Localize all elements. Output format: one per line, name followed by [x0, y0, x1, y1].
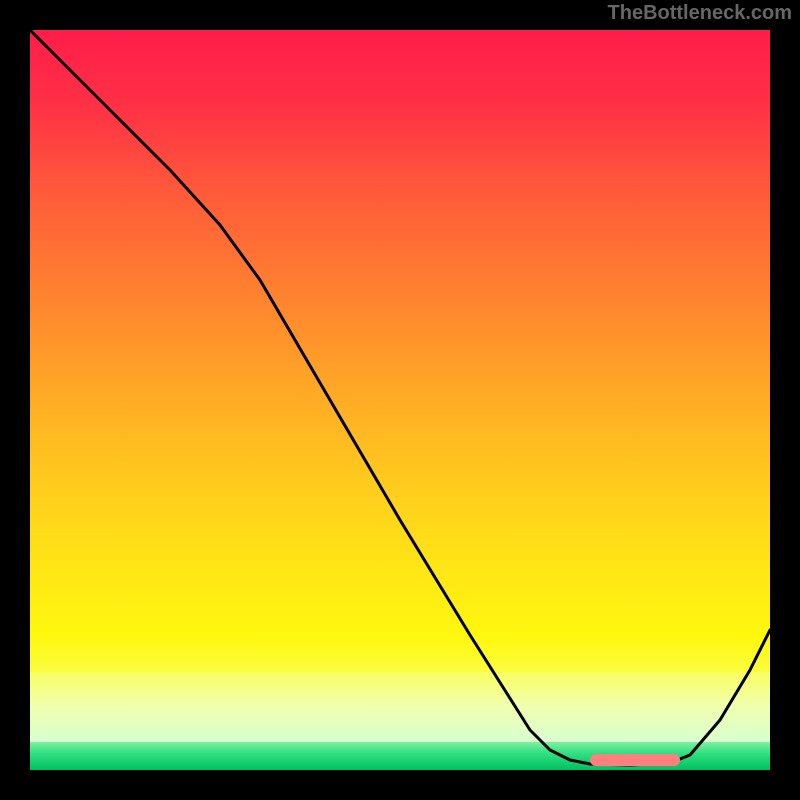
bottleneck-curve	[30, 30, 770, 765]
curve-svg	[30, 30, 770, 770]
plot-area	[30, 30, 770, 770]
watermark-text: TheBottleneck.com	[608, 2, 792, 25]
optimal-range-marker	[590, 754, 680, 766]
